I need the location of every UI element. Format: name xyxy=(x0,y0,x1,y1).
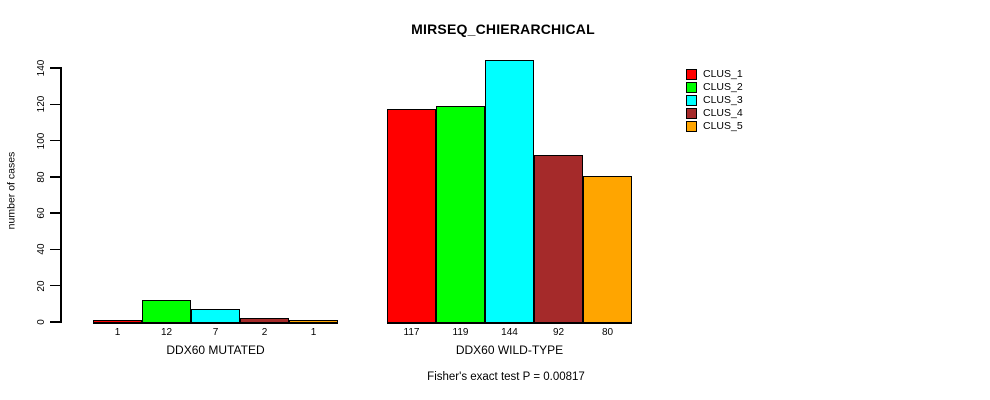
y-axis-tick-label: 120 xyxy=(36,95,47,113)
group-label-ddx60-wild-type: DDX60 WILD-TYPE xyxy=(455,342,564,357)
legend-label: CLUS_3 xyxy=(703,94,743,106)
chart-title: MIRSEQ_CHIERARCHICAL xyxy=(411,21,595,37)
y-axis-tick xyxy=(50,321,61,323)
legend-swatch-clus-3 xyxy=(686,95,697,106)
y-axis-line xyxy=(60,67,62,323)
bar-value-label: 1 xyxy=(310,326,317,338)
y-axis-tick xyxy=(50,67,61,69)
y-axis-tick-label: 100 xyxy=(36,132,47,149)
y-axis-tick-label: 40 xyxy=(36,243,47,255)
legend-item-clus-5: CLUS_5 xyxy=(686,120,743,133)
y-axis-tick xyxy=(50,103,61,106)
legend-label: CLUS_4 xyxy=(703,107,743,119)
legend-label: CLUS_2 xyxy=(703,81,743,93)
legend-swatch-clus-2 xyxy=(686,82,697,93)
y-axis-tick-label: 80 xyxy=(36,171,47,183)
bar-ddx60-wild-type-clus-2 xyxy=(436,105,485,323)
y-axis-tick-label: 20 xyxy=(36,280,47,292)
bar-value-label: 7 xyxy=(212,326,219,338)
bar-ddx60-wild-type-clus-4 xyxy=(534,154,583,323)
bar-value-label: 144 xyxy=(501,326,518,338)
bar-ddx60-mutated-clus-1 xyxy=(93,319,142,323)
legend-swatch-clus-1 xyxy=(686,69,697,80)
y-axis-tick-label: 60 xyxy=(36,207,47,219)
group-label-ddx60-mutated: DDX60 MUTATED xyxy=(166,342,265,357)
bar-ddx60-wild-type-clus-5 xyxy=(583,176,632,323)
bar-ddx60-wild-type-clus-1 xyxy=(387,109,436,323)
legend-item-clus-1: CLUS_1 xyxy=(686,68,743,81)
legend-item-clus-2: CLUS_2 xyxy=(686,81,743,94)
legend-item-clus-4: CLUS_4 xyxy=(686,107,743,120)
bar-ddx60-mutated-clus-4 xyxy=(240,317,289,323)
legend-label: CLUS_5 xyxy=(703,120,743,132)
fisher-test-annotation: Fisher's exact test P = 0.00817 xyxy=(427,371,585,383)
bar-ddx60-mutated-clus-2 xyxy=(142,299,191,323)
bar-value-label: 1 xyxy=(114,326,121,338)
bar-value-label: 80 xyxy=(601,326,614,338)
y-axis-tick xyxy=(50,284,61,287)
y-axis-tick-label: 0 xyxy=(36,319,47,325)
bar-value-label: 117 xyxy=(403,326,420,338)
bar-value-label: 92 xyxy=(552,326,565,338)
bar-value-label: 2 xyxy=(261,326,268,338)
y-axis-tick xyxy=(50,248,61,251)
bar-value-label: 12 xyxy=(160,326,173,338)
legend-label: CLUS_1 xyxy=(703,68,743,80)
legend: CLUS_1 CLUS_2 CLUS_3 CLUS_4 CLUS_5 xyxy=(686,68,743,133)
y-axis-tick-label: 140 xyxy=(36,59,47,77)
bar-value-label: 119 xyxy=(452,326,469,338)
legend-swatch-clus-5 xyxy=(686,121,697,132)
y-axis-tick xyxy=(50,212,61,214)
bar-ddx60-wild-type-clus-3 xyxy=(485,60,534,323)
bar-ddx60-mutated-clus-5 xyxy=(289,319,338,323)
legend-swatch-clus-4 xyxy=(686,108,697,119)
y-axis-tick xyxy=(50,139,61,142)
legend-item-clus-3: CLUS_3 xyxy=(686,94,743,107)
bar-ddx60-mutated-clus-3 xyxy=(191,308,240,323)
y-axis-tick xyxy=(50,176,61,178)
